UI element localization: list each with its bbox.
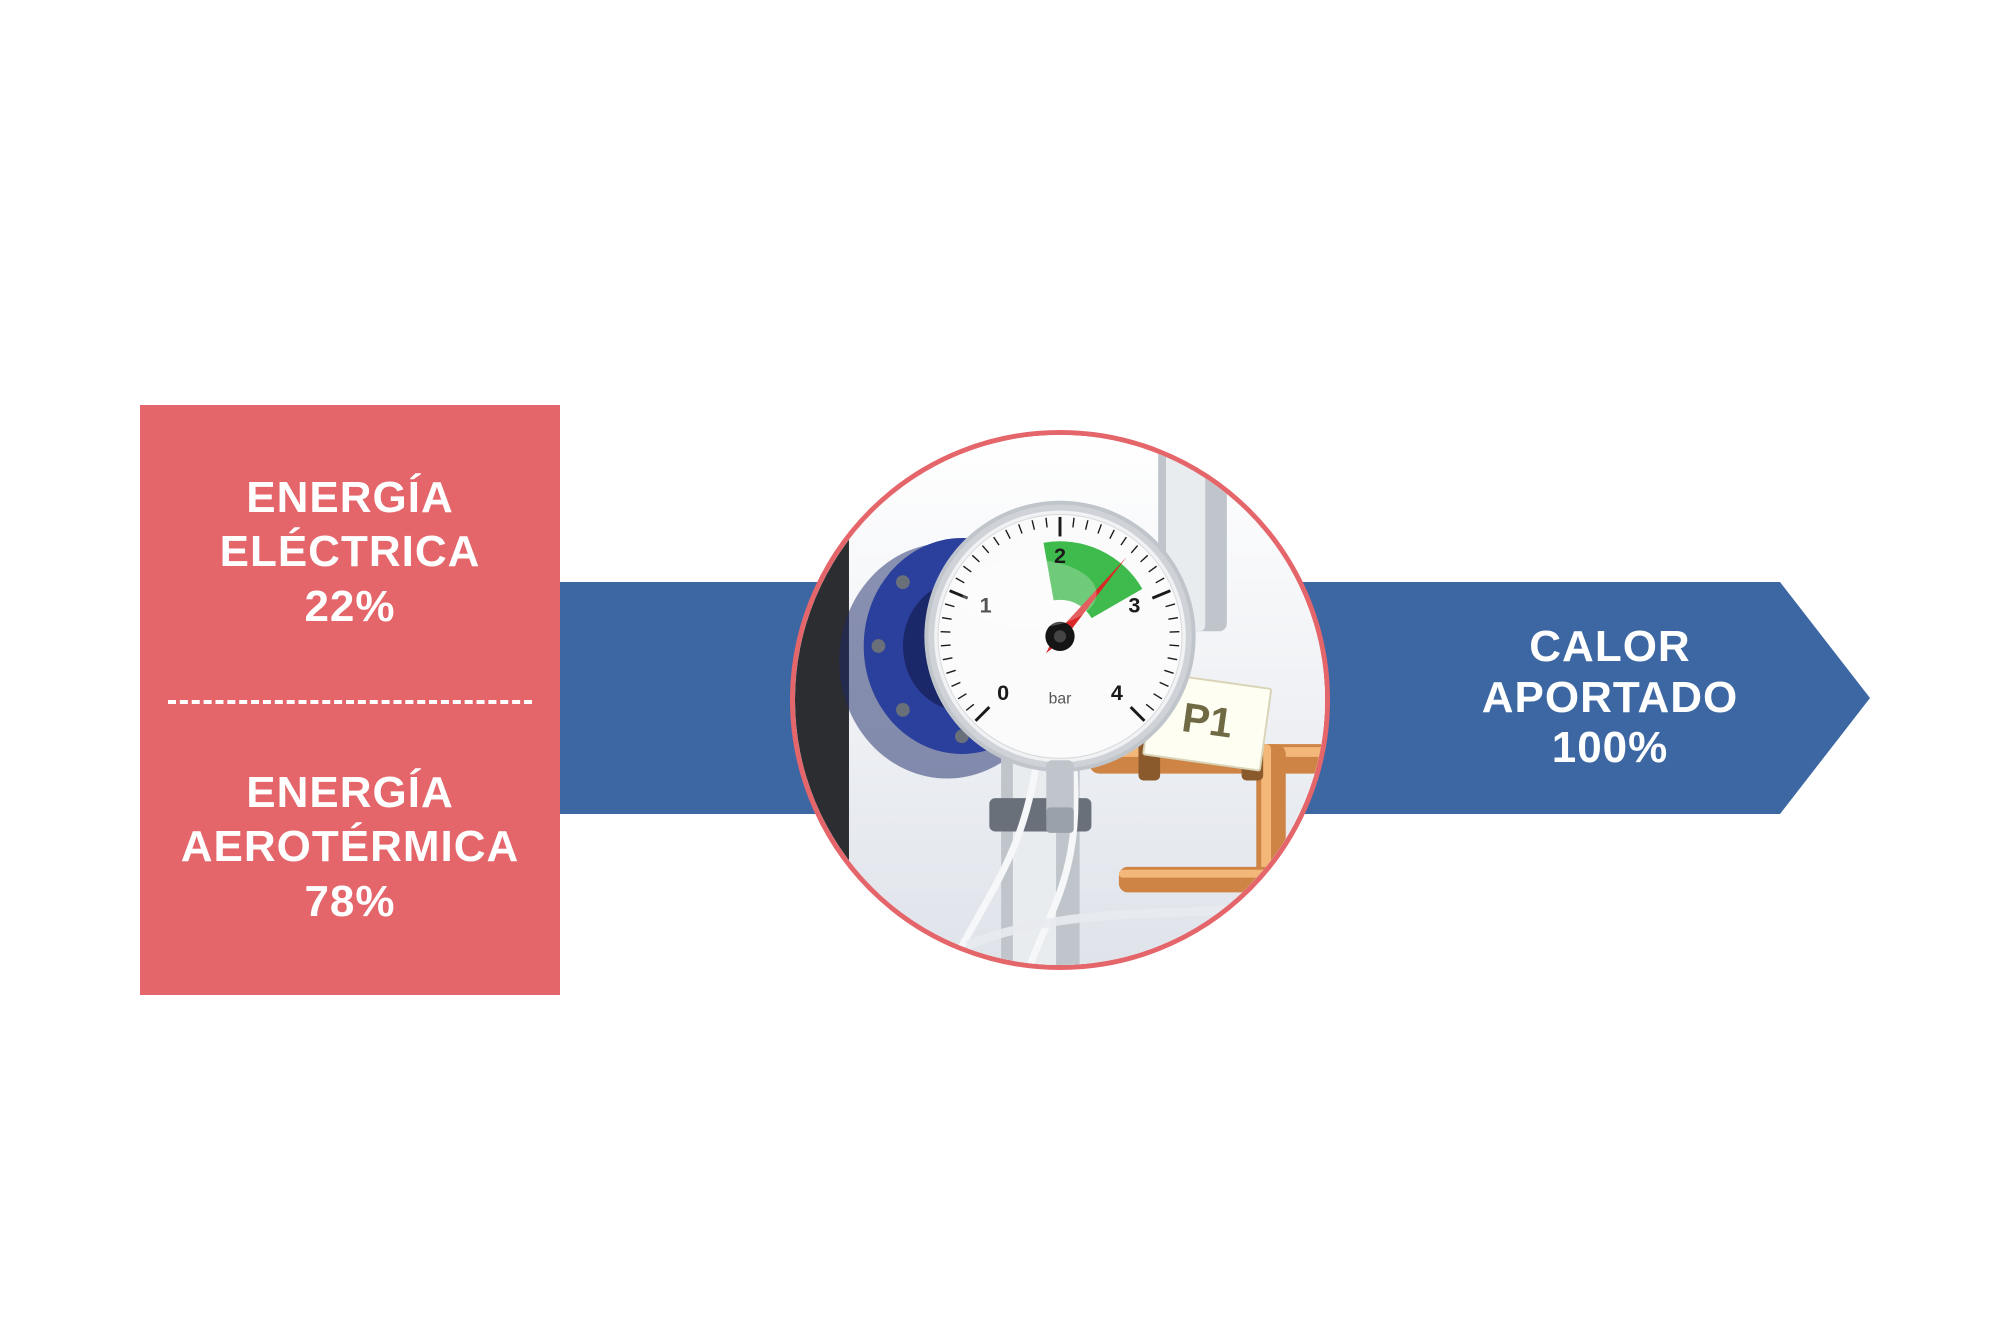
svg-text:4: 4: [1111, 680, 1123, 705]
aero-value: 78%: [304, 877, 395, 928]
electric-line2: ELÉCTRICA: [220, 527, 481, 578]
aero-line2: AEROTÉRMICA: [181, 822, 520, 873]
input-divider: [168, 700, 532, 704]
aerothermal-energy-block: ENERGÍA AEROTÉRMICA 78%: [140, 700, 560, 995]
svg-text:bar: bar: [1049, 690, 1072, 707]
system-illustration-circle: P101234bar: [790, 430, 1330, 970]
output-label: CALOR APORTADO 100%: [1420, 622, 1800, 774]
output-line2: APORTADO: [1420, 673, 1800, 724]
diagram-canvas: CALOR APORTADO 100% ENERGÍA ELÉCTRICA 22…: [0, 0, 2000, 1333]
svg-text:P1: P1: [1179, 694, 1235, 747]
aero-line1: ENERGÍA: [246, 768, 453, 819]
output-value: 100%: [1420, 723, 1800, 774]
svg-text:3: 3: [1128, 592, 1140, 617]
system-illustration-icon: P101234bar: [795, 435, 1325, 965]
electric-value: 22%: [304, 582, 395, 633]
svg-text:0: 0: [997, 680, 1009, 705]
output-line1: CALOR: [1420, 622, 1800, 673]
energy-input-box: ENERGÍA ELÉCTRICA 22% ENERGÍA AEROTÉRMIC…: [140, 405, 560, 995]
electric-line1: ENERGÍA: [246, 473, 453, 524]
electric-energy-block: ENERGÍA ELÉCTRICA 22%: [140, 405, 560, 700]
